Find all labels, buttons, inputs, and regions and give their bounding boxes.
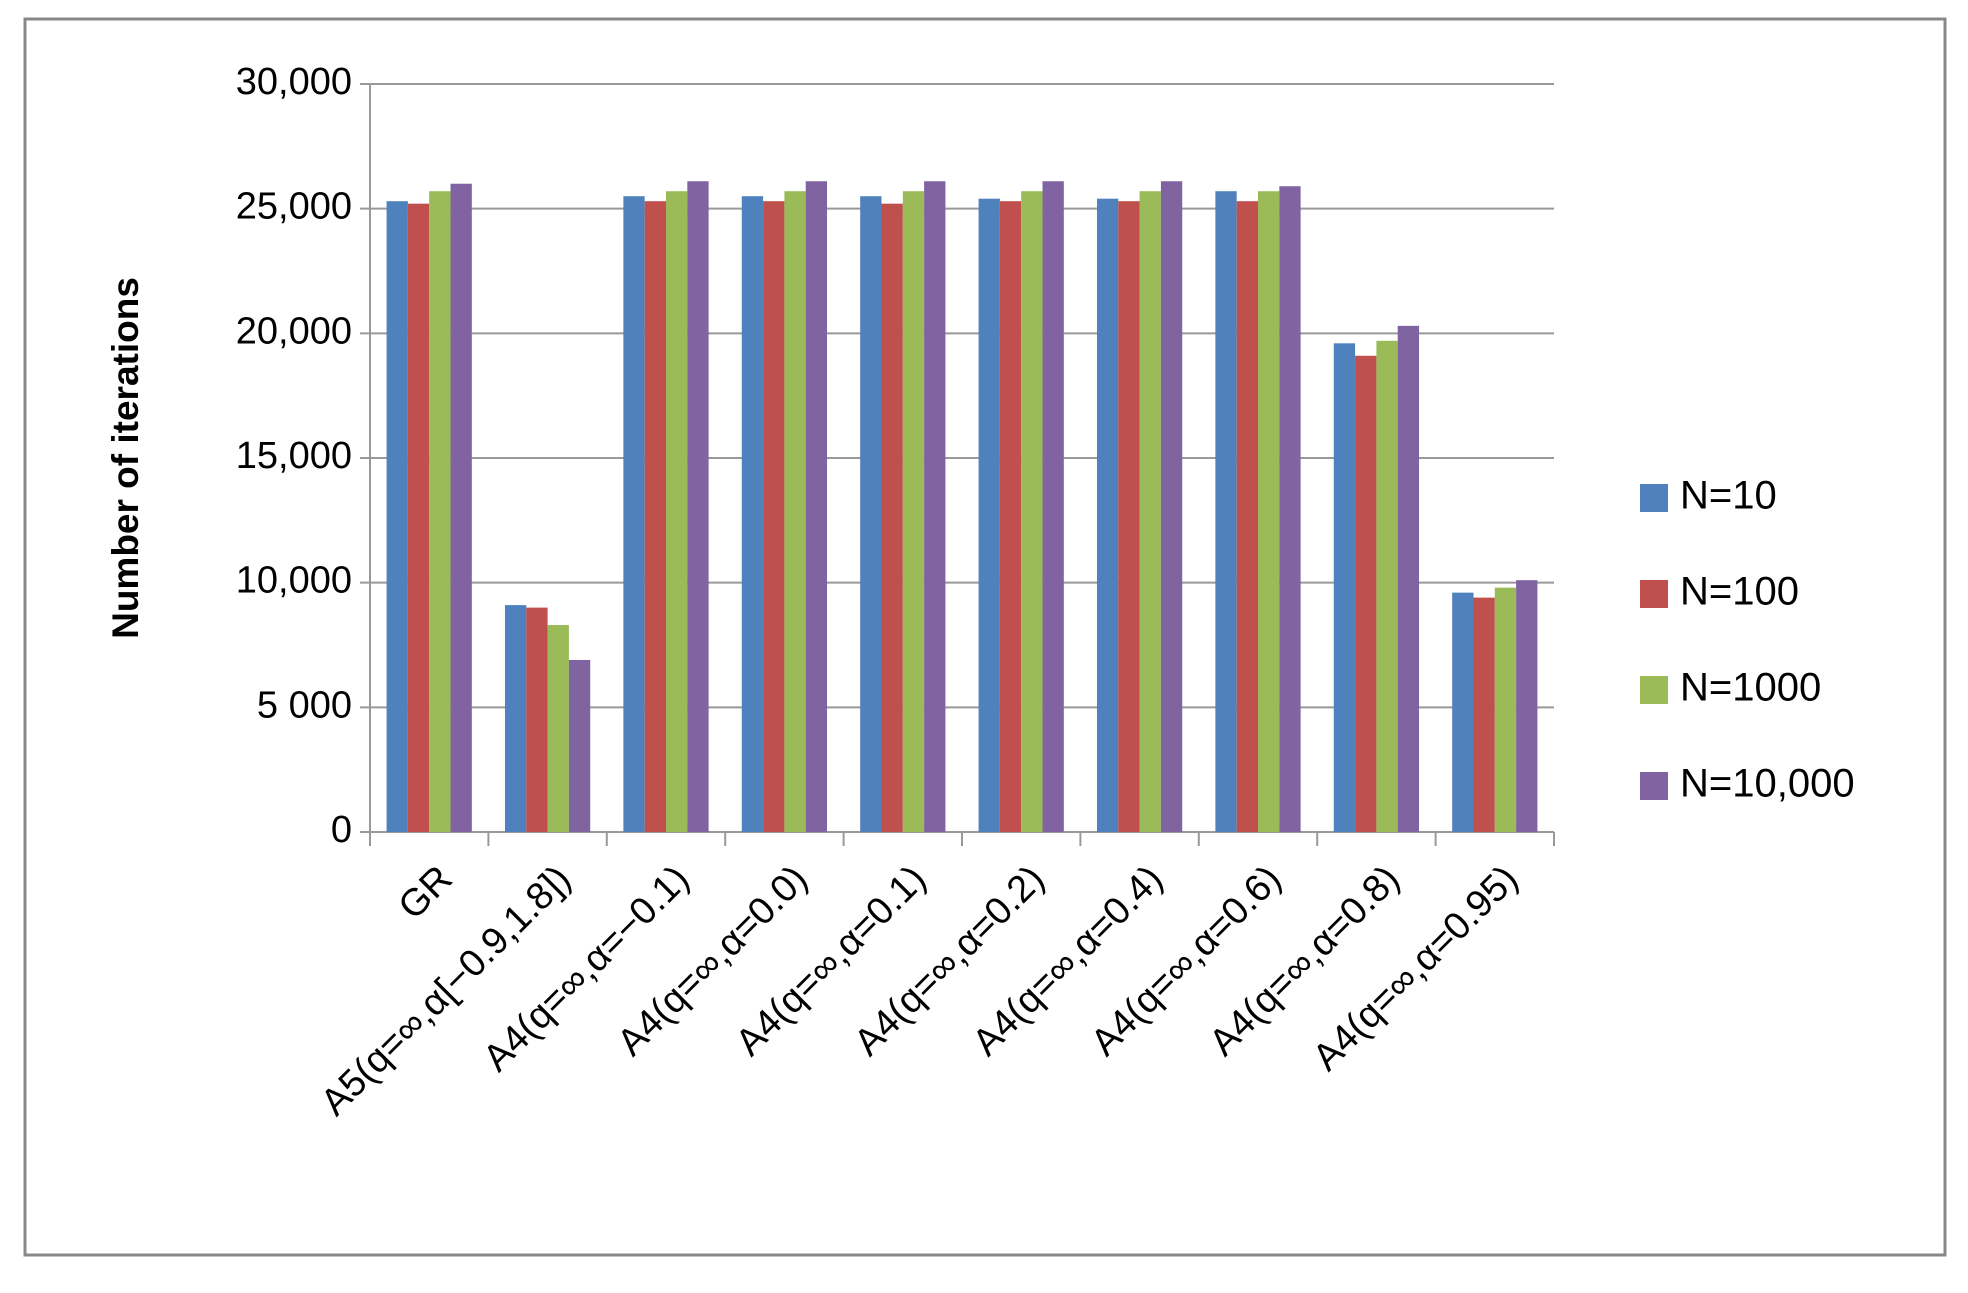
y-tick-label: 0 <box>331 809 352 851</box>
y-tick-label: 15,000 <box>236 435 352 477</box>
bar <box>978 198 1000 832</box>
bar <box>999 201 1022 833</box>
bar <box>1355 355 1377 832</box>
bar <box>1333 343 1356 832</box>
bar <box>407 203 430 832</box>
y-tick-label: 5 000 <box>257 684 352 726</box>
bar <box>805 181 828 833</box>
bar <box>1452 592 1474 832</box>
bar <box>1021 191 1043 833</box>
bar <box>784 191 806 833</box>
bar <box>1397 325 1420 832</box>
legend-label: N=1000 <box>1680 666 1821 710</box>
bar <box>450 183 472 832</box>
legend-swatch <box>1640 484 1668 512</box>
bar <box>526 607 548 832</box>
bar <box>860 196 882 832</box>
bar <box>1279 186 1301 832</box>
bar <box>924 181 946 833</box>
bar <box>1160 181 1183 833</box>
bar <box>1516 580 1538 832</box>
legend-label: N=10 <box>1680 474 1777 518</box>
bar <box>623 196 645 832</box>
legend-swatch <box>1640 772 1668 800</box>
bar <box>504 605 527 832</box>
bar <box>1118 201 1140 833</box>
bar <box>1376 340 1398 832</box>
legend-swatch <box>1640 676 1668 704</box>
bar <box>1042 181 1064 833</box>
bar <box>902 191 925 833</box>
bar <box>386 201 408 833</box>
bar <box>429 191 451 833</box>
legend-label: N=10,000 <box>1680 762 1855 806</box>
y-tick-label: 20,000 <box>236 310 352 352</box>
bar <box>666 191 688 833</box>
bar <box>1096 198 1119 832</box>
y-tick-label: 30,000 <box>236 61 352 103</box>
bar <box>568 659 591 832</box>
bar <box>1215 191 1237 833</box>
bar <box>763 201 785 833</box>
bar <box>881 203 903 832</box>
bar <box>1258 191 1280 833</box>
bar <box>1236 201 1258 833</box>
bar <box>1473 597 1495 832</box>
bar <box>1494 587 1517 832</box>
y-axis-title: Number of iterations <box>105 277 146 639</box>
bar <box>741 196 764 832</box>
bar <box>687 181 709 833</box>
y-tick-label: 25,000 <box>236 186 352 228</box>
legend-label: N=100 <box>1680 570 1799 614</box>
bar <box>547 625 569 832</box>
bar <box>644 201 666 833</box>
y-tick-label: 10,000 <box>236 560 352 602</box>
legend-swatch <box>1640 580 1668 608</box>
bar <box>1139 191 1161 833</box>
